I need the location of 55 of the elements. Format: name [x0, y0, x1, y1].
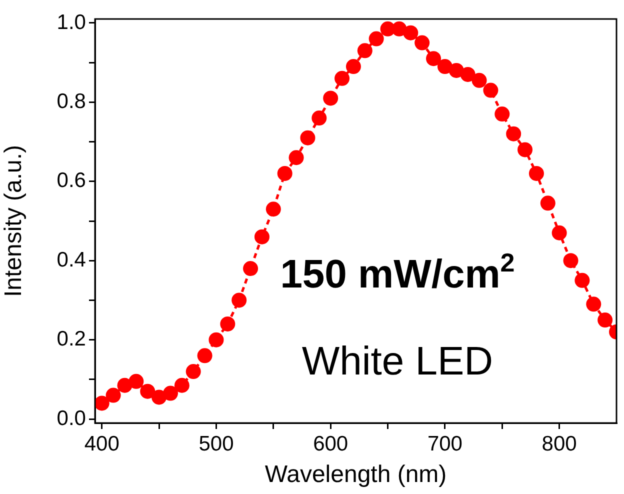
y-tick-label: 0.0: [56, 406, 86, 430]
point: [540, 196, 556, 211]
point: [426, 51, 442, 66]
x-tick-label: 600: [313, 432, 348, 456]
point: [368, 31, 384, 46]
x-tick-label: 400: [84, 432, 120, 456]
point: [162, 386, 178, 401]
point: [357, 43, 372, 58]
point: [208, 332, 224, 348]
point: [95, 396, 110, 411]
point: [300, 130, 316, 146]
point: [128, 374, 144, 389]
point: [186, 364, 201, 380]
point: [243, 261, 258, 276]
point: [266, 202, 281, 217]
point: [197, 348, 212, 364]
y-tick-label: 0.4: [56, 248, 86, 272]
point: [506, 126, 522, 142]
point: [346, 59, 361, 74]
y-axis-title: Intensity (a.u.): [0, 144, 28, 298]
point: [312, 110, 327, 126]
point: [174, 378, 190, 393]
point: [254, 229, 270, 244]
point: [574, 272, 590, 288]
annotation: White LED: [302, 340, 494, 384]
point: [552, 225, 567, 240]
point: [152, 390, 167, 405]
point: [414, 35, 430, 50]
point: [586, 296, 602, 312]
point: [598, 312, 613, 328]
point: [494, 106, 510, 122]
y-tick-label: 0.6: [56, 169, 86, 192]
x-tick-label: 800: [542, 432, 577, 456]
point: [518, 142, 533, 158]
point: [483, 82, 498, 98]
point: [288, 150, 304, 166]
y-tick-label: 0.8: [56, 90, 86, 113]
point: [140, 384, 156, 399]
point: [528, 166, 544, 181]
point: [460, 66, 476, 82]
point: [392, 21, 407, 36]
point: [277, 166, 292, 181]
y-tick-label: 0.2: [56, 328, 86, 351]
point: [106, 388, 121, 403]
x-axis-title: Wavelength (nm): [264, 461, 447, 488]
point: [334, 70, 350, 86]
x-tick-label: 700: [427, 432, 462, 456]
point: [220, 316, 236, 332]
point: [472, 72, 487, 88]
point: [563, 253, 578, 268]
point: [403, 25, 418, 40]
point: [323, 90, 338, 106]
point: [232, 292, 247, 308]
x-tick-label: 500: [198, 432, 234, 456]
y-tick-label: 1.0: [56, 10, 86, 34]
